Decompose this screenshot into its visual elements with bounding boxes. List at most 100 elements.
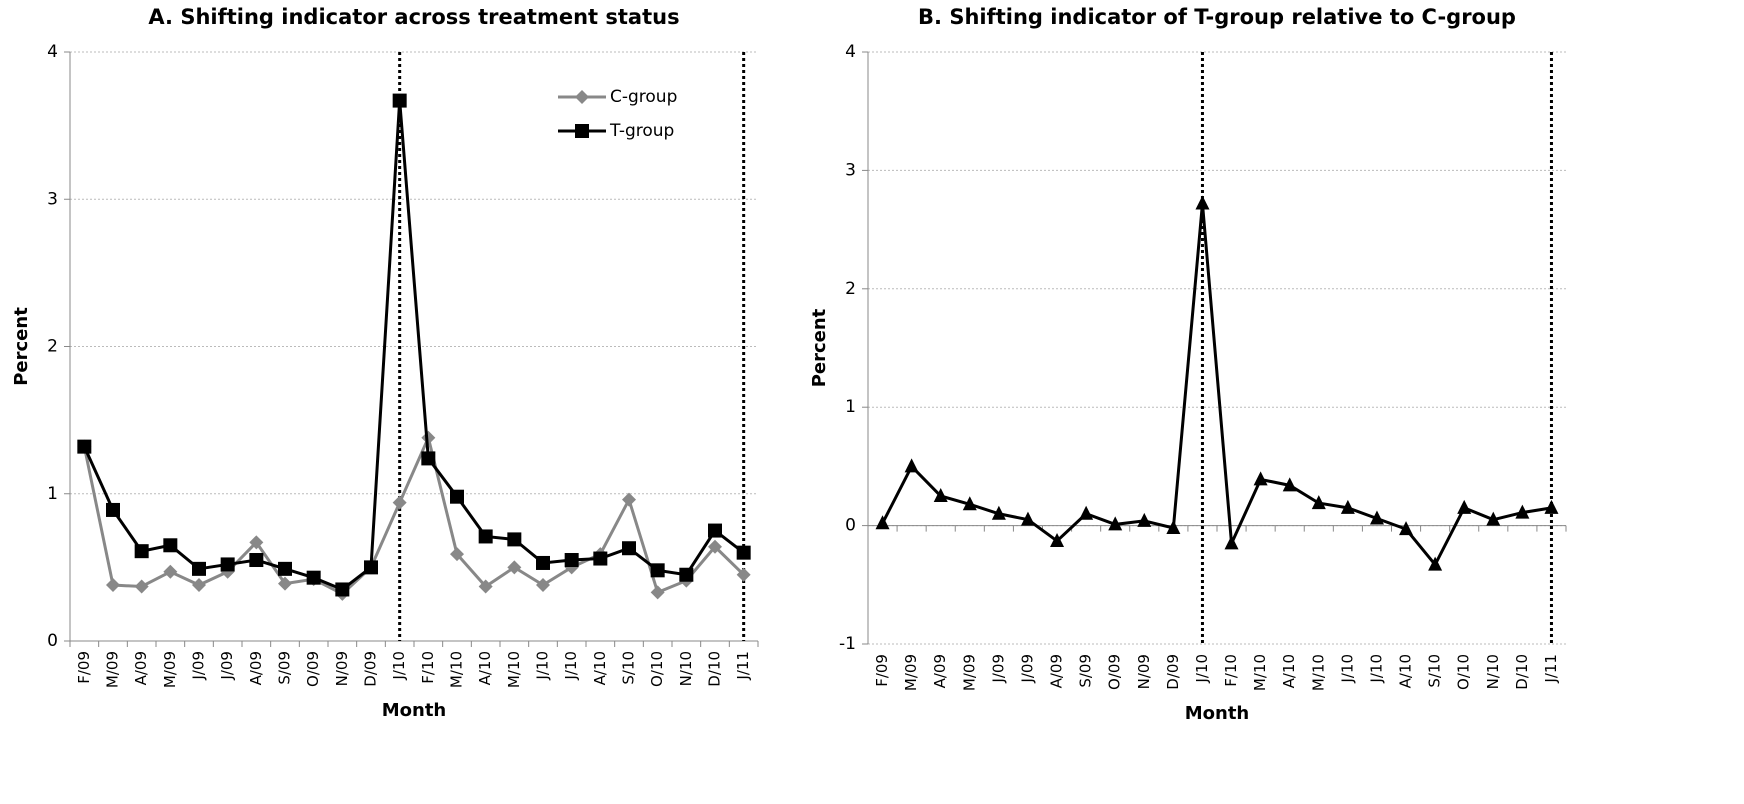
x-tick-label: S/09	[1077, 654, 1095, 688]
x-tick-label: N/10	[677, 651, 695, 686]
x-tick-label: J/10	[390, 651, 408, 681]
x-tick-label: J/09	[989, 654, 1007, 684]
marker	[1515, 504, 1530, 519]
y-tick-label: 2	[845, 279, 856, 299]
x-tick-label: A/10	[591, 651, 609, 685]
y-tick-label: 3	[47, 189, 58, 209]
marker	[991, 505, 1006, 520]
marker	[507, 560, 522, 575]
marker	[478, 529, 493, 544]
x-tick-label: J/09	[190, 651, 208, 681]
x-tick-label: N/10	[1484, 654, 1502, 689]
marker	[679, 567, 694, 582]
marker	[220, 557, 235, 572]
marker	[1253, 471, 1268, 486]
marker	[77, 439, 92, 454]
marker	[575, 90, 589, 104]
x-tick-label: O/10	[648, 651, 666, 687]
x-tick-label: M/09	[161, 651, 179, 688]
marker	[593, 551, 608, 566]
marker	[335, 582, 350, 597]
x-tick-label: D/10	[1513, 654, 1531, 690]
x-tick-label: A/09	[931, 654, 949, 688]
x-tick-label: A/10	[1397, 654, 1415, 688]
series-line	[881, 203, 1552, 568]
x-tick-label: A/10	[476, 651, 494, 685]
legend-label: C-group	[610, 87, 677, 107]
x-tick-label: M/09	[104, 651, 122, 688]
x-tick-label: J/09	[1018, 654, 1036, 684]
x-tick-label: J/11	[1542, 654, 1560, 684]
x-tick-label: A/09	[247, 651, 265, 685]
marker	[134, 544, 149, 559]
x-tick-label: A/09	[132, 651, 150, 685]
marker	[962, 496, 977, 511]
marker	[708, 539, 722, 554]
x-tick-label: D/09	[1164, 654, 1182, 690]
marker	[1079, 505, 1094, 520]
marker	[736, 545, 751, 560]
marker	[1137, 512, 1152, 527]
marker	[575, 124, 589, 138]
legend-label: T-group	[609, 121, 674, 141]
marker	[106, 502, 120, 517]
marker	[564, 553, 579, 568]
y-tick-label: -1	[839, 634, 856, 654]
x-tick-label: J/10	[1367, 654, 1385, 684]
x-tick-label: M/09	[902, 654, 920, 691]
x-tick-label: J/10	[1193, 654, 1211, 684]
x-tick-label: N/09	[333, 651, 351, 686]
x-tick-label: S/10	[620, 651, 638, 685]
marker	[249, 553, 264, 568]
marker	[192, 561, 206, 576]
marker	[1166, 519, 1181, 534]
marker	[650, 585, 665, 600]
x-axis-title: Month	[382, 700, 447, 721]
x-tick-label: M/10	[1309, 654, 1327, 691]
marker	[1108, 516, 1123, 531]
marker	[1544, 499, 1559, 514]
marker	[364, 560, 378, 575]
x-tick-label: J/10	[534, 651, 552, 681]
y-axis-title: Percent	[11, 307, 32, 386]
marker	[507, 532, 522, 547]
marker	[1311, 495, 1326, 510]
chart-title: B. Shifting indicator of T-group relativ…	[918, 5, 1516, 29]
y-tick-label: 1	[845, 397, 856, 417]
marker	[1195, 195, 1210, 210]
y-tick-label: 1	[47, 484, 58, 504]
x-tick-label: F/10	[1222, 654, 1240, 687]
marker	[1050, 532, 1065, 547]
x-tick-label: J/11	[734, 651, 752, 681]
y-tick-label: 3	[845, 160, 856, 180]
x-tick-label: M/09	[960, 654, 978, 691]
marker	[392, 93, 407, 108]
marker	[106, 578, 120, 593]
marker	[1340, 499, 1355, 514]
marker	[875, 515, 890, 530]
marker	[1428, 556, 1443, 571]
marker	[134, 579, 149, 594]
marker	[650, 563, 665, 578]
x-tick-label: O/09	[304, 651, 322, 687]
marker	[904, 458, 919, 473]
x-tick-label: F/10	[419, 651, 437, 684]
marker	[933, 488, 948, 502]
marker	[1020, 511, 1035, 526]
x-tick-label: J/10	[1338, 654, 1356, 684]
series-line	[82, 100, 745, 592]
x-tick-label: M/10	[505, 651, 523, 688]
y-tick-label: 0	[845, 516, 856, 536]
y-axis-title: Percent	[809, 308, 830, 387]
x-tick-label: N/09	[1135, 654, 1153, 689]
x-tick-label: A/09	[1048, 654, 1066, 688]
marker	[392, 495, 407, 510]
marker	[708, 523, 722, 538]
marker	[536, 555, 550, 570]
marker	[278, 561, 292, 576]
marker	[622, 541, 636, 556]
marker	[450, 547, 464, 562]
marker	[163, 564, 178, 579]
x-tick-label: O/09	[1106, 654, 1124, 690]
